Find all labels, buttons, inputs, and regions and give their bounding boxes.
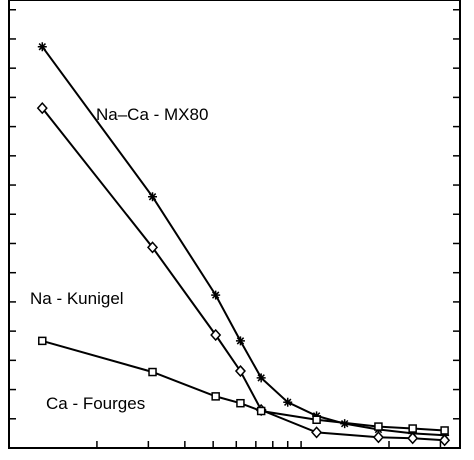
- series-label-na-ca-mx80: Na–Ca - MX80: [96, 105, 208, 124]
- data-point-0-0: [37, 42, 47, 52]
- series-line-1: [41, 107, 445, 442]
- data-point-1-8: [439, 434, 451, 447]
- data-point-1-3: [234, 364, 246, 378]
- data-point-2-0: [38, 336, 47, 346]
- data-point-2-1: [148, 367, 157, 377]
- data-point-2-2: [211, 392, 220, 401]
- data-point-2-7: [408, 424, 417, 433]
- series-line-2: [42, 339, 445, 432]
- series-label-na-kunigel: Na - Kunigel: [30, 289, 124, 308]
- plot-frame: [8, 0, 461, 449]
- data-point-0-2: [211, 290, 221, 300]
- data-point-1-1: [147, 241, 159, 254]
- data-point-1-5: [311, 426, 323, 439]
- data-point-0-3: [235, 336, 245, 346]
- data-point-1-0: [36, 101, 48, 115]
- axis-ticks: [8, 8, 460, 449]
- data-point-2-5: [312, 415, 321, 425]
- data-point-1-7: [407, 432, 419, 445]
- data-point-0-7: [340, 419, 350, 429]
- data-point-0-4: [256, 373, 266, 383]
- data-point-1-6: [372, 431, 384, 444]
- series-label-ca-fourges: Ca - Fourges: [46, 394, 145, 413]
- data-point-2-6: [374, 422, 383, 431]
- data-point-2-4: [256, 406, 266, 416]
- data-point-2-8: [440, 426, 449, 435]
- series-markers: [36, 42, 451, 447]
- data-point-2-3: [236, 398, 245, 408]
- data-point-0-1: [148, 192, 158, 202]
- data-point-1-2: [210, 328, 222, 342]
- data-point-0-5: [283, 397, 293, 407]
